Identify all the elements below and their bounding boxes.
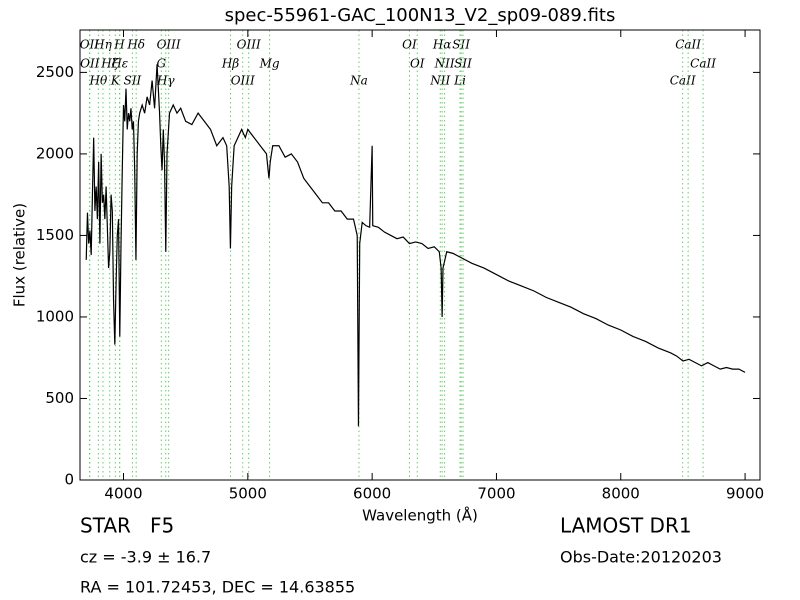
star-class: STAR F5 [80,514,174,538]
spectral-line-label: K [110,74,121,88]
spectrum-line [85,64,746,427]
x-tick-label: 4000 [104,485,142,503]
y-tick-label: 2500 [36,63,74,81]
x-tick-label: 6000 [353,485,391,503]
spectral-line-label: Hα [432,38,452,52]
y-tick-label: 2000 [36,144,74,162]
x-axis-label: Wavelength (Å) [362,506,478,525]
spectral-line-label: G [157,57,167,71]
y-tick-label: 500 [45,389,74,407]
spectral-line-label: SII [452,38,470,52]
spectral-line-label: Hβ [221,57,239,71]
spectral-line-label: Hε [110,57,128,71]
y-tick-label: 0 [64,471,74,489]
x-tick-label: 8000 [602,485,640,503]
spectral-line-label: Hδ [126,38,145,52]
spectral-line-label: CaII [690,57,716,71]
x-tick-label: 5000 [229,485,267,503]
obs-date: Obs-Date:20120203 [560,548,722,567]
spectral-line-label: OII [80,57,100,71]
spectral-line-label: SII [454,57,472,71]
spectral-line-label: NII [429,74,450,88]
coordinates: RA = 101.72453, DEC = 14.63855 [80,578,355,597]
y-axis-label: Flux (relative) [11,203,29,307]
spectral-line-label: Li [453,74,466,88]
redshift: cz = -3.9 ± 16.7 [80,548,211,567]
spectral-line-label: OIII [157,38,181,52]
plot-frame [79,29,761,481]
spectral-line-label: SII [124,74,142,88]
x-tick-label: 7000 [477,485,515,503]
spectral-line-label: NII [434,57,455,71]
spectral-line-label: Hθ [89,74,108,88]
chart-title: spec-55961-GAC_100N13_V2_sp09-089.fits [225,5,616,26]
y-tick-label: 1500 [36,226,74,244]
spectral-line-label: Hη [93,38,112,52]
spectral-line-label: CaII [675,38,701,52]
spectral-line-label: OI [410,57,425,71]
survey: LAMOST DR1 [560,514,692,538]
x-tick-label: 9000 [726,485,764,503]
spectral-line-label: Hγ [156,74,175,88]
spectral-line-label: OIII [237,38,261,52]
spectral-line-label: Na [349,74,368,88]
spectral-line-label: OIII [231,74,255,88]
spectral-line-label: OI [402,38,417,52]
y-tick-label: 1000 [36,307,74,325]
spectral-line-label: Mg [259,57,280,71]
spectral-line-label: CaII [670,74,696,88]
